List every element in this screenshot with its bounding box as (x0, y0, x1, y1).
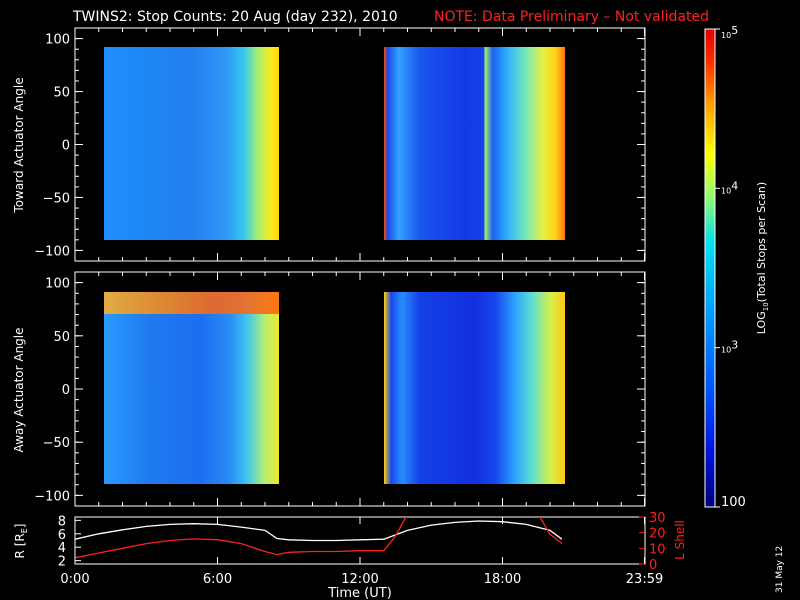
orbit-left-label: R [RE] (13, 524, 29, 559)
away-ytick-label: 50 (53, 330, 70, 345)
toward-segment-1 (104, 47, 279, 240)
colorbar-tick-base: 10 (721, 31, 731, 40)
toward-y-ticks: 100 50 0 −50 −100 (34, 28, 646, 261)
x-tick-label: 0:00 (60, 572, 89, 587)
orbit-right-tick-label: 10 (649, 542, 666, 557)
away-y-label: Away Actuator Angle (12, 327, 26, 452)
preliminary-note: NOTE: Data Preliminary – Not validated (434, 9, 709, 25)
orbit-right-tick-label: 30 (649, 511, 666, 526)
colorbar-tick-exponent: 5 (731, 24, 738, 37)
toward-ytick-label: 0 (62, 139, 70, 154)
away-band-1 (104, 292, 279, 314)
toward-ytick-label: −100 (34, 244, 70, 259)
colorbar-frame (704, 28, 716, 508)
away-segment-1 (104, 292, 279, 484)
orbit-right-tick-label: 0 (649, 558, 657, 573)
colorbar-tick-label: 100 (721, 495, 746, 510)
colorbar-tick-base: 100 (721, 495, 746, 510)
colorbar-tick-exponent: 4 (731, 179, 738, 192)
orbit-left-tick-label: 6 (58, 528, 66, 543)
orbit-left-tick-label: 2 (58, 555, 66, 570)
toward-ytick-label: 50 (53, 86, 70, 101)
colorbar-label: LOG10(Total Stops per Scan) (755, 182, 770, 334)
l-shell-line (75, 517, 563, 559)
orbit-lines (75, 517, 563, 559)
radius-line (75, 520, 563, 542)
colorbar-tick-label: 103 (721, 339, 738, 355)
away-panel: 100 50 0 −50 −100 Away Actuator Angle (12, 271, 646, 507)
away-ytick-label: 100 (45, 277, 70, 292)
x-tick-label: 12:00 (341, 572, 378, 587)
colorbar-fill (705, 29, 715, 507)
orbit-frame (74, 516, 646, 565)
orbit-right-tick-label: 20 (649, 527, 666, 542)
toward-y-label: Toward Actuator Angle (12, 77, 26, 213)
colorbar-tick-label: 105 (721, 24, 738, 40)
x-tick-label: 23:59 (626, 572, 663, 587)
toward-panel: 100 50 0 −50 −100 Toward Actuator Angle (12, 27, 646, 262)
orbit-left-tick-label: 4 (58, 541, 66, 556)
x-tick-label: 6:00 (203, 572, 232, 587)
away-ytick-label: −100 (34, 489, 70, 504)
away-y-ticks: 100 50 0 −50 −100 (34, 272, 646, 506)
toward-ytick-label: 100 (45, 33, 70, 48)
away-ytick-label: −50 (43, 436, 70, 451)
colorbar-tick-exponent: 3 (731, 339, 738, 352)
x-tick-label: 18:00 (484, 572, 521, 587)
toward-heatmap (104, 47, 565, 240)
colorbar-tick-label: 104 (721, 179, 738, 195)
orbit-left-tick-label: 8 (58, 514, 66, 529)
away-heatmap (104, 292, 565, 484)
toward-ytick-label: −50 (43, 191, 70, 206)
date-stamp: 31 May 12 (775, 546, 785, 593)
toward-segment-2 (384, 47, 565, 240)
x-axis-label: Time (UT) (327, 586, 392, 600)
chart-title: TWINS2: Stop Counts: 20 Aug (day 232), 2… (72, 9, 398, 25)
x-ticks: 0:00 6:00 12:00 18:00 23:59 (60, 517, 663, 587)
orbit-right-label: L Shell (673, 520, 687, 560)
colorbar-tick-base: 10 (721, 346, 731, 355)
away-ytick-label: 0 (62, 383, 70, 398)
away-segment-2 (384, 292, 565, 484)
colorbar-tick-base: 10 (721, 186, 731, 195)
